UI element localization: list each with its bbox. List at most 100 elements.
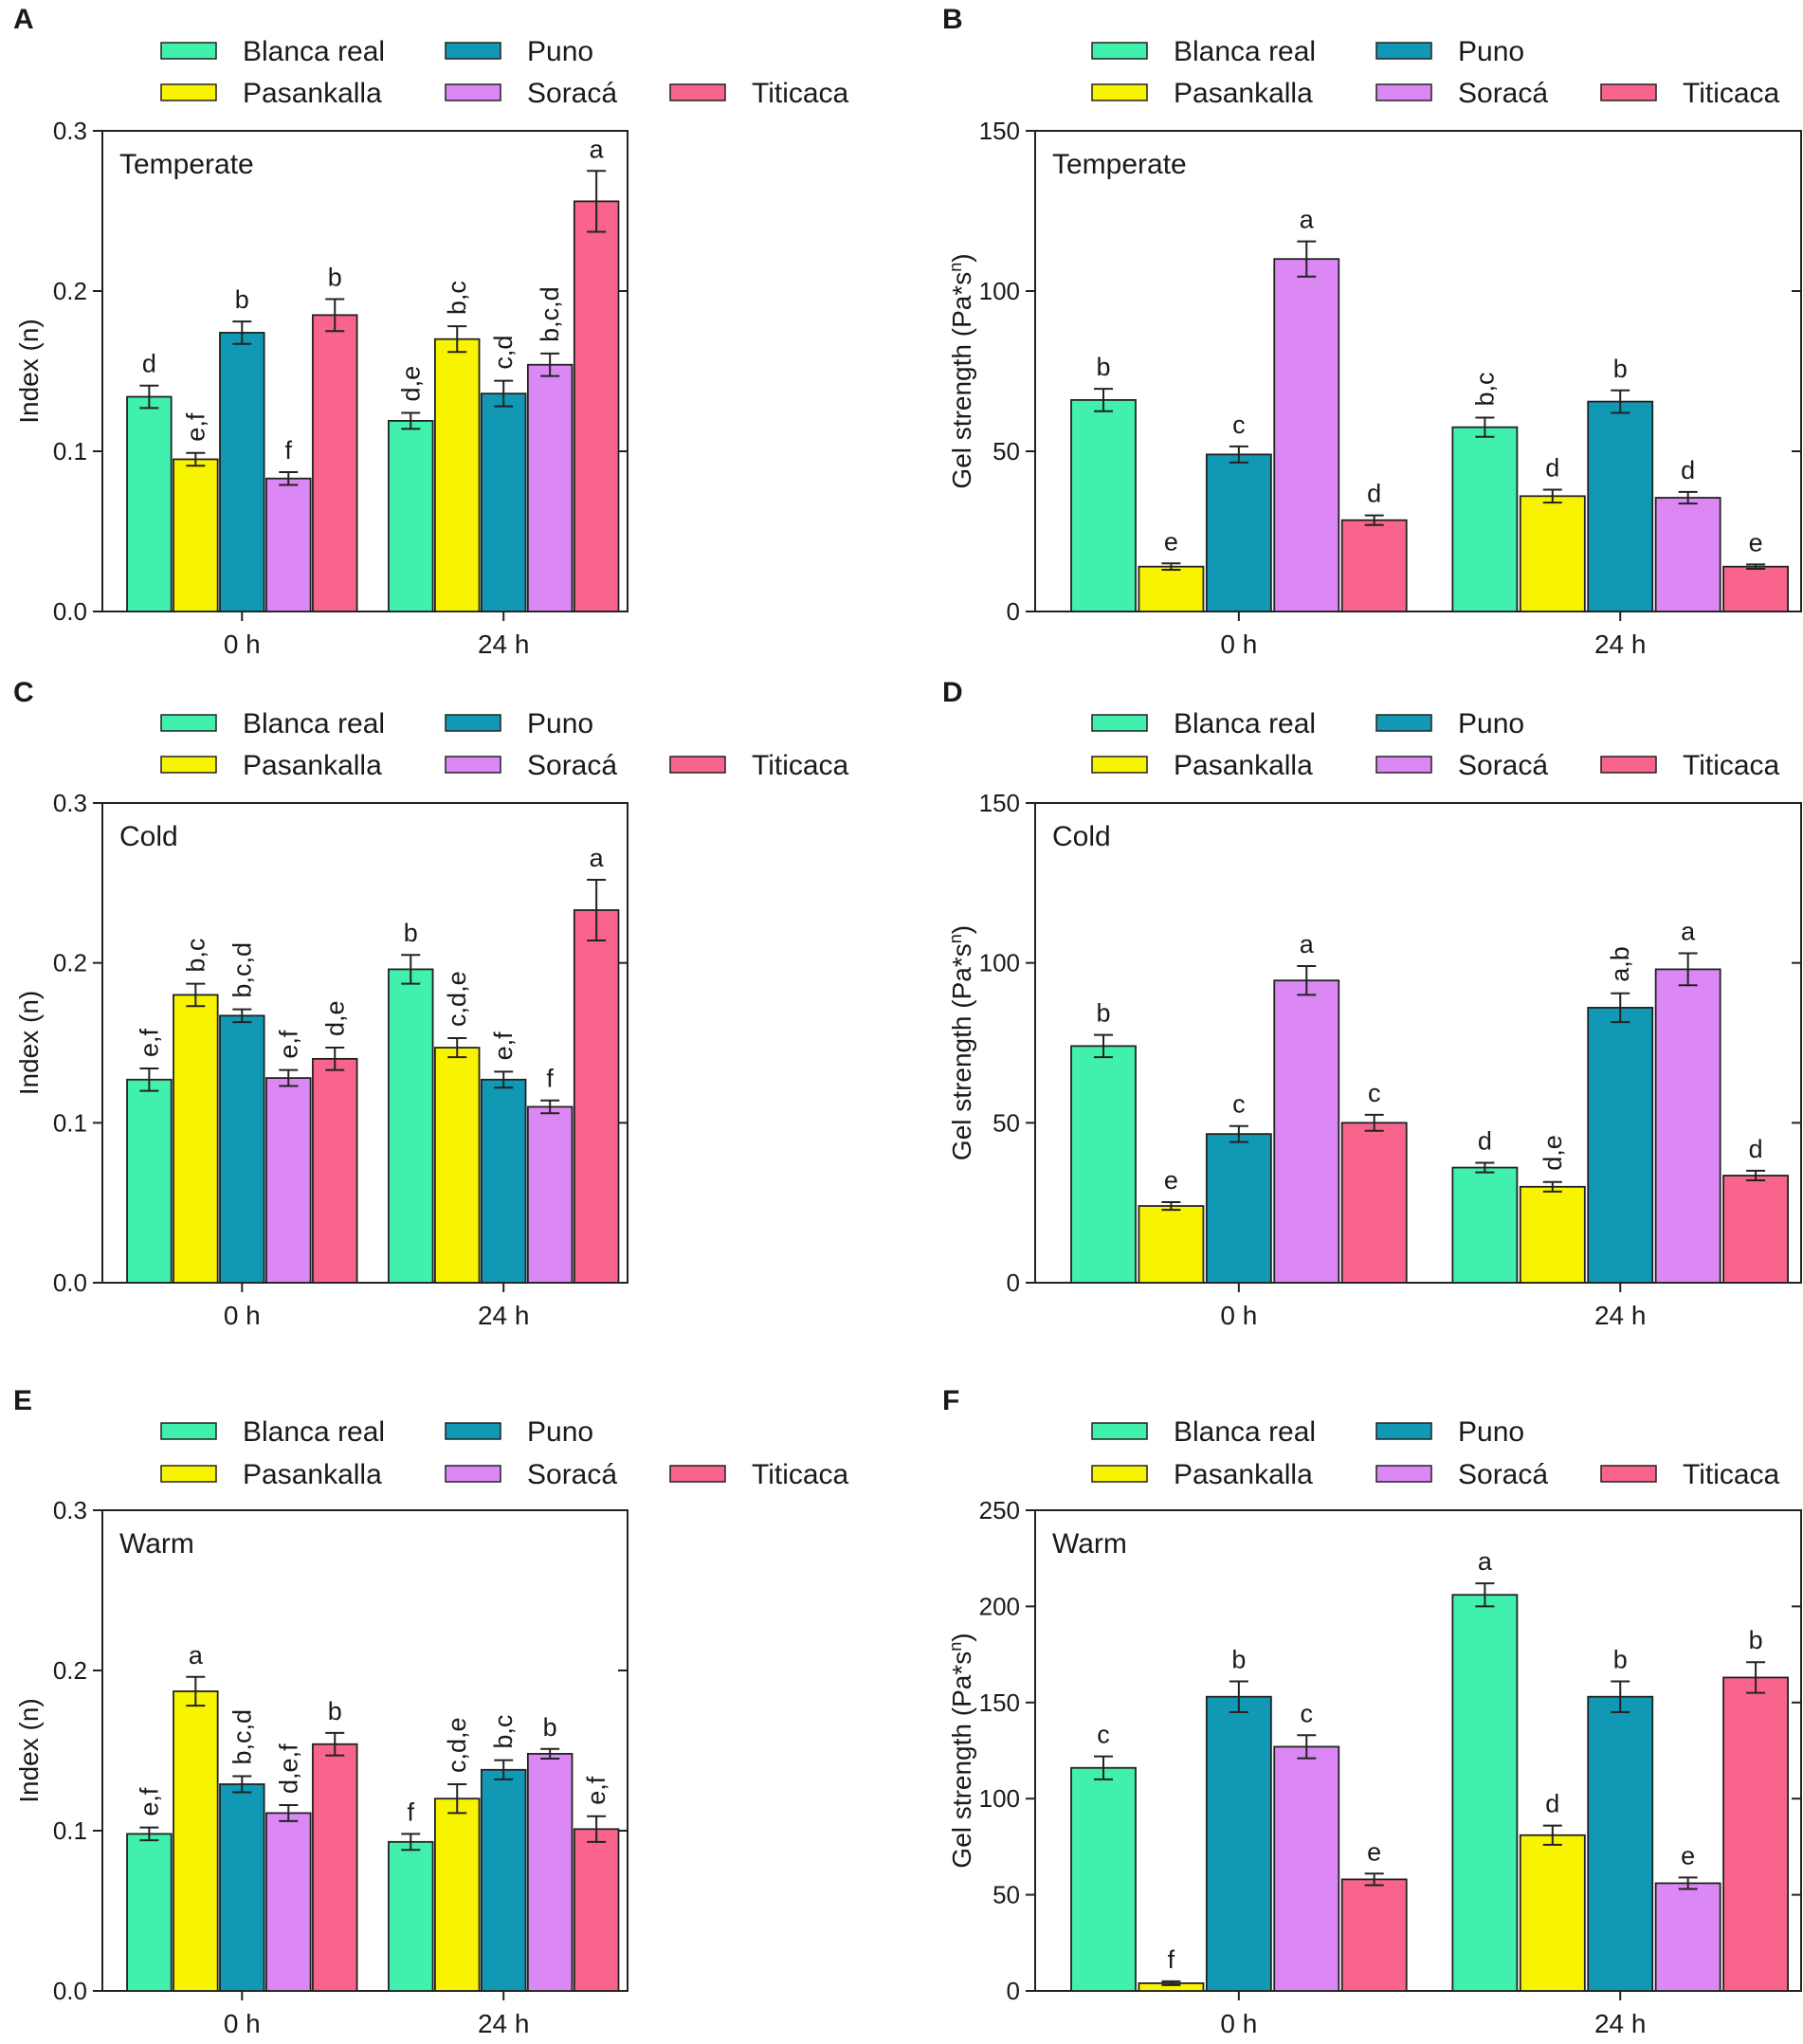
legend-label: Titicaca [752, 1459, 849, 1490]
bar [312, 314, 358, 612]
significance-letter: f [285, 436, 293, 465]
bar [388, 1840, 434, 1992]
legend-label: Titicaca [1683, 1459, 1780, 1490]
y-axis-label-superscript: n [946, 1642, 965, 1652]
y-tick-label: 0 [1007, 1268, 1020, 1297]
y-tick-label: 100 [979, 949, 1020, 977]
bar [126, 1833, 173, 1992]
significance-letter: f [407, 1798, 414, 1826]
bar [1273, 1745, 1340, 1992]
bar [173, 994, 219, 1284]
bar [173, 458, 219, 612]
x-tick-label: 24 h [478, 2009, 530, 2038]
y-tick-label: 0.2 [53, 1656, 87, 1685]
legend-label: Blanca real [1174, 36, 1316, 67]
x-tick-label: 24 h [478, 630, 530, 659]
y-axis-label-text: Index (n) [14, 991, 44, 1096]
significance-letter: b [1613, 355, 1628, 383]
legend-label: Soracá [527, 78, 617, 109]
significance-letter: b [1749, 1626, 1763, 1654]
bar [434, 338, 481, 612]
bar [1205, 1695, 1272, 1992]
panel-C: C Blanca real Pasankalla Puno Soracá Titicaca… [13, 677, 849, 1330]
y-tick-label: 200 [979, 1592, 1020, 1620]
legend-swatch [160, 42, 217, 60]
bar [480, 392, 527, 612]
legend-label: Titicaca [1683, 750, 1780, 781]
legend-swatch [445, 83, 501, 101]
legend-swatch [1091, 42, 1148, 60]
legend-label: Soracá [527, 750, 617, 781]
legend-label: Blanca real [1174, 1416, 1316, 1448]
legend: Blanca real Pasankalla Puno Soracá Titicaca [1091, 36, 1780, 109]
legend-label: Soracá [1458, 78, 1548, 109]
bar [126, 1078, 173, 1284]
significance-letter: e,f [135, 1787, 163, 1816]
significance-letter: b [1231, 1645, 1246, 1673]
y-tick-label: 100 [979, 277, 1020, 305]
significance-letter: c,d,e [443, 1717, 471, 1773]
significance-letter: a [1478, 1547, 1493, 1576]
panel-A: A Blanca real Pasankalla Puno Soracá Titicaca… [13, 4, 849, 659]
significance-letter: d [142, 350, 156, 378]
bar [173, 1690, 219, 1992]
legend-swatch [160, 714, 217, 732]
legend-label: Pasankalla [1174, 1459, 1313, 1490]
significance-letter: e [1681, 1841, 1695, 1870]
significance-letter: c [1232, 1090, 1246, 1119]
significance-letter: b [1613, 1645, 1628, 1673]
plot-frame [101, 1509, 628, 1992]
y-tick-label: 150 [979, 1688, 1020, 1717]
panel-D: D Blanca real Pasankalla Puno Soracá Titicaca… [942, 677, 1802, 1330]
y-axis-label: Gel strength (Pa*sn) [946, 925, 976, 1160]
legend-swatch [1091, 714, 1148, 732]
significance-letter: b,c [489, 1715, 518, 1749]
condition-label: Cold [119, 821, 178, 852]
panel-E: E Blanca real Pasankalla Puno Soracá Titicaca… [13, 1385, 849, 2038]
y-tick-label: 0.3 [53, 789, 87, 817]
significance-letter: d,e [320, 1001, 349, 1037]
significance-letter: d [1681, 456, 1695, 484]
legend-label: Pasankalla [1174, 78, 1313, 109]
plot-frame [1034, 802, 1802, 1284]
bar [1722, 565, 1790, 612]
legend-label: Pasankalla [243, 78, 382, 109]
significance-letter: d,e,f [274, 1743, 302, 1794]
legend-swatch [1375, 1465, 1432, 1483]
bar [1587, 1006, 1654, 1284]
significance-letter: f [546, 1065, 554, 1093]
bar [219, 1014, 265, 1284]
bar [1451, 426, 1519, 612]
bar [1722, 1676, 1790, 1992]
plot-frame [101, 802, 628, 1284]
bar [1138, 565, 1205, 612]
legend: Blanca real Pasankalla Puno Soracá Titicaca [160, 708, 849, 781]
significance-letter: d,e [1539, 1135, 1567, 1171]
significance-letter: b,c [1470, 372, 1499, 406]
y-axis-label-text: Gel strength (Pa*s [947, 943, 976, 1160]
significance-letter: e,f [489, 1031, 518, 1061]
bar [1722, 1175, 1790, 1284]
significance-letter: b [543, 1713, 557, 1742]
y-tick-label: 0.1 [53, 1108, 87, 1137]
legend-label: Puno [1458, 1416, 1524, 1448]
significance-letter: e [1164, 1166, 1178, 1195]
significance-letter: d [1545, 454, 1559, 483]
significance-letter: e,f [582, 1776, 610, 1805]
legend-label: Puno [1458, 708, 1524, 739]
x-tick-label: 24 h [1594, 1301, 1647, 1330]
legend-swatch [1091, 83, 1148, 101]
legend-swatch [1091, 1422, 1148, 1440]
y-axis-label-end: ) [947, 925, 976, 934]
significance-letter: d [1478, 1127, 1492, 1156]
bar [126, 395, 173, 612]
legend-label: Blanca real [243, 36, 385, 67]
significance-letter: b [235, 285, 249, 314]
legend-label: Pasankalla [243, 1459, 382, 1490]
y-axis-label: Index (n) [14, 319, 44, 424]
y-tick-label: 0 [1007, 597, 1020, 626]
significance-letter: e,f [135, 1028, 163, 1057]
legend-swatch [445, 1422, 501, 1440]
significance-letter: a [189, 1641, 204, 1670]
legend-label: Puno [527, 36, 593, 67]
